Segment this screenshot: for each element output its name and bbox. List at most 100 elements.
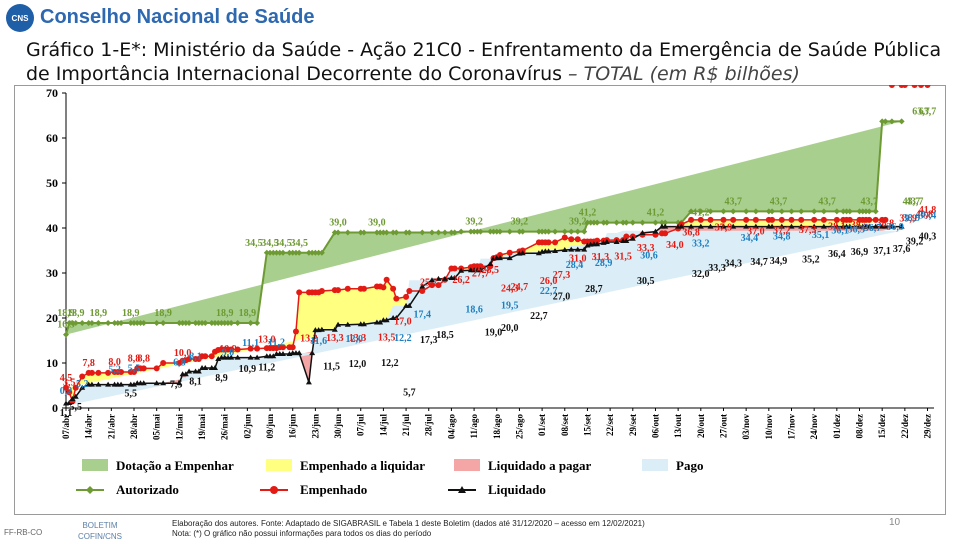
area-chart: 0 10 20 30 40 50 60 70 07/abr 14/abr 21/abr 28/abr 0… bbox=[46, 85, 936, 497]
x-tick-label: 07/abr bbox=[61, 414, 71, 439]
marker-autorizado bbox=[118, 319, 125, 326]
x-tick-label: 07/jul bbox=[356, 414, 366, 437]
marker-empenhado bbox=[318, 288, 325, 294]
marker-autorizado bbox=[662, 219, 669, 226]
marker-autorizado bbox=[769, 208, 776, 215]
marker-autorizado bbox=[490, 228, 497, 235]
marker-empenhado bbox=[419, 288, 426, 294]
legend-swatch bbox=[642, 459, 668, 471]
x-tick-label: 22/set bbox=[605, 414, 615, 436]
marker-autorizado bbox=[688, 208, 695, 215]
legend-swatch bbox=[454, 459, 480, 471]
marker-liquidado bbox=[360, 321, 367, 327]
marker-autorizado bbox=[211, 319, 218, 326]
marker-liquidado bbox=[72, 393, 79, 399]
marker-autorizado bbox=[451, 229, 458, 236]
x-tick-label: 22/dez bbox=[900, 414, 910, 439]
marker-autorizado bbox=[474, 228, 481, 235]
data-label-pago: 9,0 bbox=[222, 348, 235, 359]
data-label-empenhado: 24,7 bbox=[511, 282, 529, 293]
marker-empenhado bbox=[393, 295, 400, 302]
x-tick-label: 03/nov bbox=[741, 414, 751, 440]
marker-autorizado bbox=[584, 219, 591, 226]
data-label-autorizado: 18,9 bbox=[216, 308, 234, 319]
marker-autorizado bbox=[574, 228, 581, 235]
marker-autorizado bbox=[79, 319, 86, 326]
data-label-empenhado: 13,5 bbox=[378, 332, 396, 343]
marker-empenhado bbox=[403, 293, 410, 300]
marker-autorizado bbox=[545, 228, 552, 235]
marker-liquidado bbox=[131, 381, 138, 387]
marker-liquidado bbox=[247, 354, 254, 360]
marker-autorizado bbox=[441, 229, 448, 236]
x-tick-label: 15/dez bbox=[877, 414, 887, 439]
marker-empenhado bbox=[254, 345, 261, 352]
data-label-autorizado: 41,2 bbox=[692, 208, 710, 219]
marker-empenhado bbox=[335, 287, 342, 294]
data-label-autorizado: 39,2 bbox=[569, 217, 587, 228]
data-label-empenhado: 37,0 bbox=[747, 227, 765, 238]
data-label-liquidado: 22,7 bbox=[530, 311, 548, 322]
marker-liquidado bbox=[769, 223, 776, 229]
marker-autorizado bbox=[788, 208, 795, 215]
marker-autorizado bbox=[720, 208, 727, 215]
title-line-2-main: de Importância Internacional Decorrente … bbox=[26, 63, 563, 85]
data-label-liquidado: 17,3 bbox=[420, 335, 438, 346]
title-line-2: de Importância Internacional Decorrente … bbox=[26, 62, 956, 86]
marker-liquidado bbox=[613, 238, 620, 244]
footer-bulletin-line-1: BOLETIM bbox=[82, 521, 118, 530]
marker-autorizado bbox=[318, 249, 325, 256]
marker-autorizado bbox=[487, 228, 494, 235]
legend-label: Liquidado a pagar bbox=[488, 458, 592, 473]
marker-autorizado bbox=[228, 319, 235, 326]
data-label-empenhado: 25,7 bbox=[420, 277, 438, 288]
marker-autorizado bbox=[519, 228, 526, 235]
data-label-autorizado: 43,7 bbox=[906, 196, 924, 207]
marker-empenhado bbox=[743, 216, 750, 223]
marker-autorizado bbox=[88, 319, 95, 326]
data-label-pago: 12,0 bbox=[346, 334, 364, 345]
data-label-liquidado: 5,5 bbox=[125, 388, 138, 399]
data-label-autorizado: 39,0 bbox=[368, 218, 386, 229]
x-tick-label: 14/abr bbox=[84, 414, 94, 439]
marker-autorizado bbox=[448, 229, 455, 236]
footer-bulletin-line-2: COFIN/CNS bbox=[78, 532, 122, 541]
marker-empenhado bbox=[344, 285, 351, 292]
marker-autorizado bbox=[652, 219, 659, 226]
marker-autorizado bbox=[195, 319, 202, 326]
data-label-pago: 18,6 bbox=[465, 304, 483, 315]
footer-code: FF-RB-CO bbox=[4, 528, 43, 537]
legend-label: Pago bbox=[676, 458, 703, 473]
marker-empenhado bbox=[63, 384, 69, 391]
data-label-liquidado: 35,2 bbox=[802, 255, 820, 266]
marker-autorizado bbox=[811, 208, 818, 215]
marker-liquidado bbox=[160, 380, 167, 386]
x-tick-label: 18/ago bbox=[492, 414, 502, 440]
marker-autorizado bbox=[467, 228, 474, 235]
marker-liquidado bbox=[594, 241, 601, 247]
data-label-pago: 6,8 bbox=[173, 357, 186, 368]
data-label-empenhado: 34,0 bbox=[666, 240, 684, 251]
data-label-pago: 12,2 bbox=[394, 333, 412, 344]
marker-empenhado bbox=[506, 249, 513, 256]
marker-empenhado bbox=[697, 216, 704, 223]
marker-liquidado bbox=[833, 223, 840, 229]
legend-label: Empenhado bbox=[300, 482, 367, 497]
marker-autorizado bbox=[497, 228, 503, 235]
data-label-pago: 5,5 bbox=[128, 363, 141, 374]
legend-label: Autorizado bbox=[116, 482, 179, 497]
data-label-autorizado: 18,9 bbox=[90, 308, 108, 319]
data-label-empenhado: 13,3 bbox=[326, 333, 344, 344]
marker-autorizado bbox=[215, 319, 222, 326]
legend-swatch bbox=[266, 459, 292, 471]
x-tick-label: 15/set bbox=[582, 414, 592, 436]
marker-liquidado bbox=[561, 247, 568, 253]
marker-liquidado bbox=[377, 319, 384, 325]
data-label-pago: 36,1 bbox=[831, 226, 849, 237]
data-label-autorizado: 16,3 bbox=[57, 320, 75, 331]
data-label-empenhado: 10,9 bbox=[219, 344, 237, 355]
marker-autorizado bbox=[267, 249, 274, 256]
data-label-empenhado: 37,9 bbox=[715, 222, 733, 233]
data-label-empenhado: 13,0 bbox=[258, 335, 276, 346]
data-label-pago: 36,7 bbox=[864, 223, 882, 234]
